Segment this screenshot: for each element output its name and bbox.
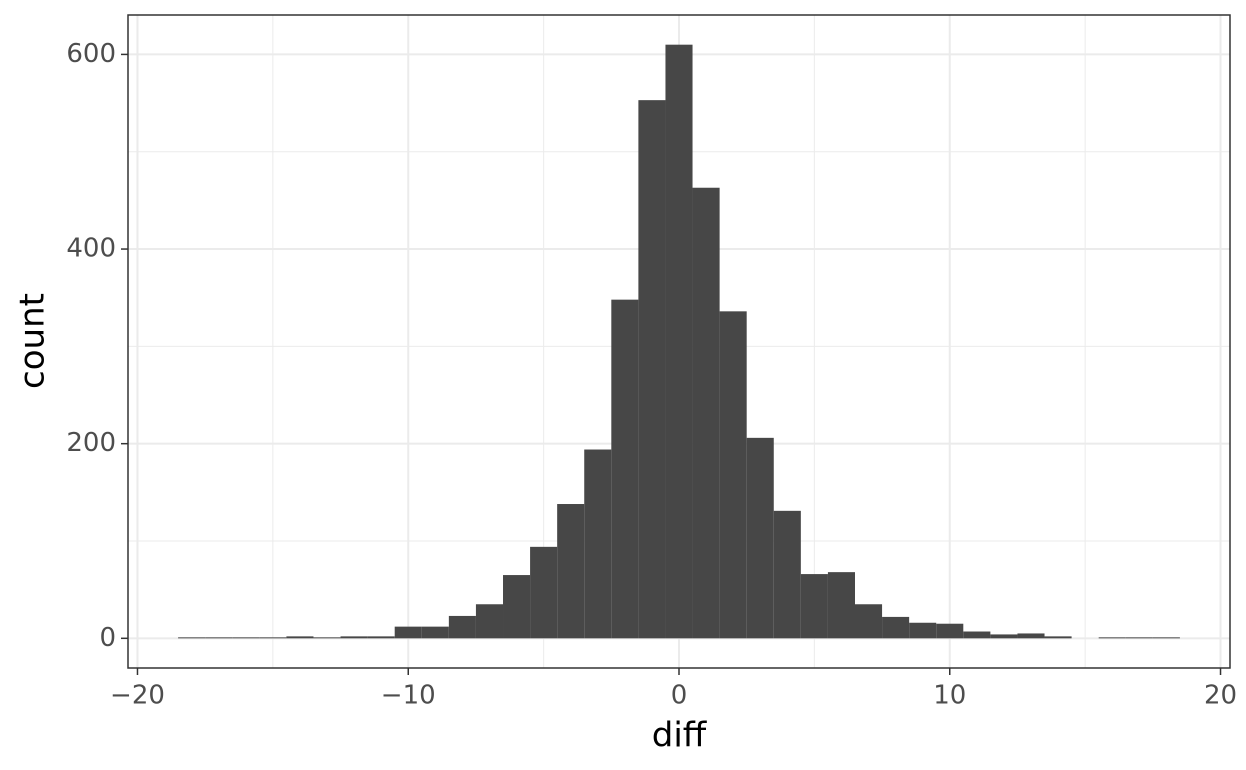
x-tick-label: −10 <box>381 681 436 711</box>
bar <box>909 622 937 639</box>
bar <box>503 575 531 639</box>
bar <box>1125 637 1153 639</box>
bar <box>475 604 504 639</box>
bar <box>259 637 287 639</box>
bar <box>936 623 964 639</box>
bar <box>584 449 612 639</box>
bar <box>286 636 314 639</box>
bar <box>394 626 422 639</box>
bar <box>205 637 233 639</box>
bar <box>448 615 476 639</box>
bar <box>1152 637 1180 639</box>
bar <box>827 572 855 639</box>
x-axis-title: diff <box>652 716 708 756</box>
x-tick-label: 20 <box>1204 681 1237 711</box>
bar <box>421 626 449 639</box>
bar <box>178 637 206 639</box>
bar <box>367 636 395 639</box>
bar <box>1098 637 1126 639</box>
panel-border <box>127 14 1231 669</box>
bar <box>800 574 828 639</box>
bar <box>1044 636 1072 639</box>
x-tick-label: 10 <box>933 681 966 711</box>
bar <box>313 637 341 639</box>
bar <box>854 604 883 639</box>
bar <box>773 510 801 639</box>
bar <box>638 100 666 639</box>
bar <box>963 631 991 639</box>
y-axis-title: count <box>13 293 53 389</box>
bar <box>746 437 774 639</box>
bar <box>530 546 558 639</box>
bar <box>719 311 747 639</box>
bar <box>692 187 720 639</box>
y-tick-label: 200 <box>66 428 116 458</box>
y-tick-label: 600 <box>66 39 116 69</box>
bar <box>1017 633 1045 639</box>
bar <box>340 636 368 639</box>
bar <box>665 44 693 639</box>
bar <box>611 299 639 639</box>
bar <box>557 504 585 639</box>
x-tick-label: 0 <box>671 681 688 711</box>
bar <box>232 637 260 639</box>
bar <box>990 634 1018 639</box>
y-tick-label: 400 <box>66 234 116 264</box>
y-tick-label: 0 <box>99 623 116 653</box>
x-tick-label: −20 <box>110 681 165 711</box>
bar <box>882 616 910 639</box>
